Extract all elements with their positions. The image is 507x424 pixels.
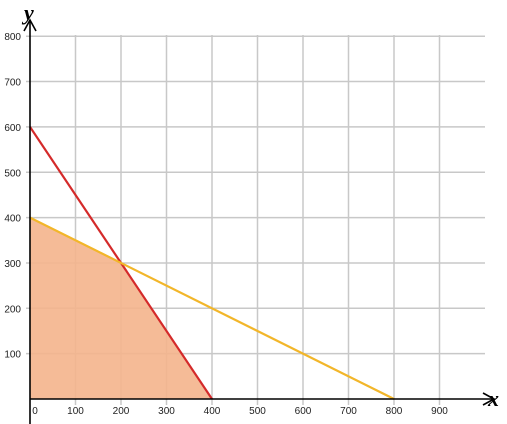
feasible-region: [30, 217, 212, 399]
shaded-region-group: [30, 217, 212, 399]
x-tick-label: 600: [295, 406, 312, 417]
axes: [23, 18, 496, 424]
x-tick-label: 500: [249, 406, 266, 417]
series-lines: [29, 126, 395, 400]
x-axis-label: x: [487, 386, 499, 411]
y-tick-label: 700: [4, 78, 21, 89]
y-axis-label: y: [21, 0, 34, 25]
y-tick-label: 100: [4, 350, 21, 361]
x-tick-label: 200: [113, 406, 130, 417]
y-tick-label: 500: [4, 168, 21, 179]
y-tick-label: 800: [4, 32, 21, 43]
y-tick-label: 300: [4, 259, 21, 270]
x-tick-label: 700: [340, 406, 357, 417]
x-tick-label: 400: [204, 406, 221, 417]
x-tick-label: 100: [67, 406, 84, 417]
x-tick-label: 300: [158, 406, 175, 417]
series-line-2: [29, 216, 395, 400]
y-tick-labels: 100 200 300 400 500 600 700 800: [4, 32, 21, 360]
y-tick-label: 400: [4, 214, 21, 225]
y-tick-label: 600: [4, 123, 21, 134]
x-tick-label: 900: [431, 406, 448, 417]
y-tick-label: 200: [4, 304, 21, 315]
x-axis-arrow: [482, 392, 496, 406]
x-tick-labels: 0 100 200 300 400 500 600 700 800 900: [32, 406, 448, 417]
x-tick-label: 0: [32, 406, 38, 417]
x-tick-label: 800: [386, 406, 403, 417]
y-axis-arrow: [23, 18, 37, 32]
